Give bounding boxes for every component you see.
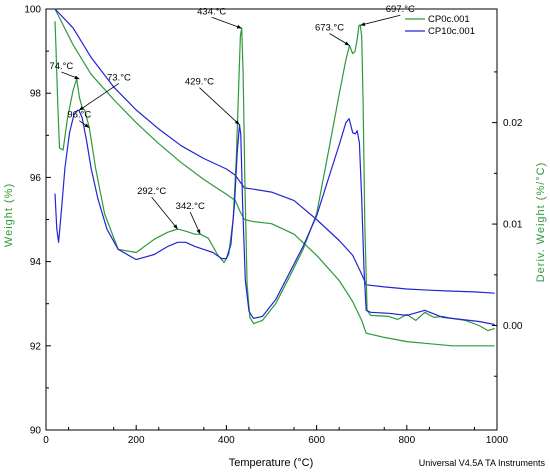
annotation-label: 96.°C (67, 110, 91, 121)
annotation-arrowhead (236, 24, 242, 29)
y-right-tick-label: 0.00 (503, 321, 523, 332)
instrument-footer: Universal V4.5A TA Instruments (419, 458, 546, 468)
y-right-tick-label: 0.02 (503, 118, 523, 129)
weight-curve-cp10c (54, 8, 495, 294)
annotation-label: 74.°C (49, 61, 73, 72)
x-tick-label: 600 (308, 435, 325, 446)
annotation-leader (78, 83, 120, 111)
y-left-tick-label: 92 (30, 341, 42, 352)
x-axis-title: Temperature (°C) (229, 457, 313, 469)
annotation-label: 342.°C (176, 201, 205, 212)
annotation-arrowhead (360, 22, 366, 26)
y-right-axis-title: Deriv. Weight (%/°C) (535, 162, 547, 283)
x-tick-label: 0 (43, 435, 49, 446)
y-right-tick-label: 0.01 (503, 220, 523, 231)
series-layer (54, 8, 495, 347)
annotation-arrowhead (78, 106, 84, 111)
annotation-leader (360, 14, 401, 26)
annotation-label: 292.°C (137, 186, 166, 197)
annotation-label: 673.°C (315, 23, 344, 34)
annotation-arrowhead (234, 120, 240, 125)
y-left-tick-label: 96 (30, 173, 42, 184)
annotation-leader (151, 196, 179, 230)
legend: CP0c.001 CP10c.001 (405, 14, 475, 37)
tick-layer: 0 200 400 600 800 1000 90 92 94 96 98 100 0.00 0.01 0.… (24, 5, 523, 447)
annotation-arrowhead (344, 41, 350, 46)
annotation-arrowhead (84, 123, 90, 128)
annotation-arrowhead (173, 224, 178, 230)
annotation-arrowhead (74, 75, 80, 80)
y-left-axis-title: Weight (%) (3, 183, 15, 247)
x-tick-label: 1000 (486, 435, 509, 446)
x-tick-label: 800 (398, 435, 415, 446)
annotation-label: 429.°C (185, 77, 214, 88)
derivative-curve-cp10c (54, 109, 495, 326)
y-left-tick-label: 94 (30, 257, 42, 268)
weight-curve-cp0c (54, 8, 495, 347)
legend-label-cp0c: CP0c.001 (428, 14, 470, 25)
annotation-label: 697.°C (386, 4, 415, 15)
x-tick-label: 400 (218, 435, 235, 446)
annotation-layer: 74.°C 73.°C 96.°C 292.°C 342.°C 434.°C 429.°C 6… (49, 4, 415, 235)
legend-label-cp10c: CP10c.001 (428, 26, 475, 37)
annotation-leader (199, 87, 240, 125)
y-left-tick-label: 90 (30, 426, 42, 437)
y-left-tick-label: 98 (30, 89, 42, 100)
x-tick-label: 200 (128, 435, 145, 446)
annotation-label: 434.°C (197, 6, 226, 17)
annotation-label: 73.°C (107, 72, 131, 83)
annotation-arrowhead (196, 229, 201, 235)
annotation-leader (211, 16, 242, 29)
y-left-tick-label: 100 (24, 5, 41, 16)
